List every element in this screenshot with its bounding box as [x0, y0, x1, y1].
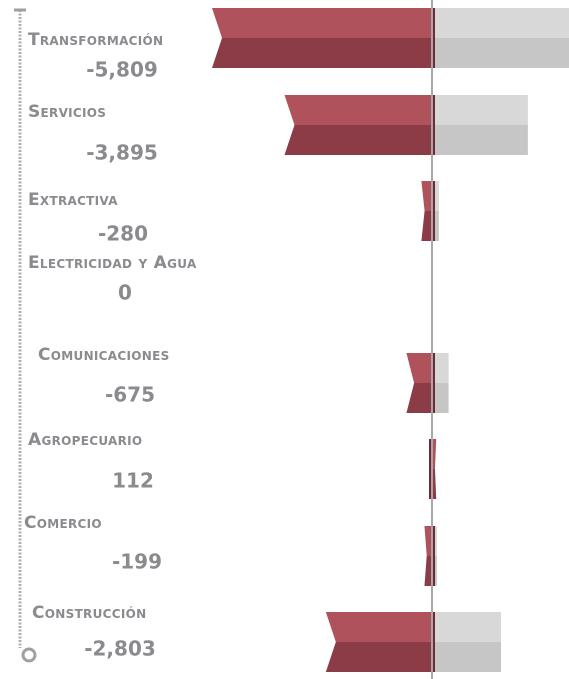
category-label: Electricidad y Agua	[28, 253, 197, 273]
bars	[212, 8, 569, 672]
bar-top	[421, 181, 432, 211]
bar-top	[284, 95, 432, 125]
bar-bottom	[432, 469, 437, 499]
bar-bottom	[406, 383, 432, 413]
value-label: -2,803	[84, 637, 156, 661]
bar-shadow-top	[432, 8, 569, 38]
category-label: Servicios	[28, 102, 106, 122]
bar-shadow-top	[432, 612, 502, 642]
bar-bottom	[212, 38, 432, 68]
category-label: Comunicaciones	[38, 345, 170, 365]
ruler-end	[21, 647, 37, 663]
bar-shadow-top	[432, 353, 449, 383]
bar-shadow-top	[432, 181, 439, 211]
value-label: -5,809	[86, 58, 158, 82]
bar-bottom	[325, 642, 432, 672]
bar-top	[325, 612, 432, 642]
bar-bottom	[424, 556, 432, 586]
labels: Transformación -5,809 Servicios -3,895 Extra…	[24, 30, 197, 661]
category-label: Extractiva	[28, 190, 118, 210]
value-label: -280	[98, 222, 148, 246]
category-label: Transformación	[28, 30, 163, 50]
bar-shadow-bottom	[432, 125, 528, 155]
value-label: -199	[112, 550, 162, 574]
category-label: Comercio	[24, 513, 102, 533]
bar-top	[406, 353, 432, 383]
value-label: 112	[112, 469, 154, 493]
value-label: -3,895	[86, 141, 158, 165]
bar-shadow-bottom	[432, 642, 502, 672]
bar-shadow-bottom	[432, 211, 439, 241]
category-label: Construcción	[32, 603, 146, 623]
category-label: Agropecuario	[28, 430, 142, 450]
bar-bottom	[421, 211, 432, 241]
bar-shadow-bottom	[432, 38, 569, 68]
bar-bottom	[284, 125, 432, 155]
bar-top	[432, 439, 437, 469]
bar-top	[424, 526, 432, 556]
bar-shadow-bottom	[432, 383, 449, 413]
bar-top	[212, 8, 432, 38]
value-label: 0	[118, 281, 132, 305]
value-label: -675	[105, 383, 155, 407]
bar-shadow-top	[432, 95, 528, 125]
